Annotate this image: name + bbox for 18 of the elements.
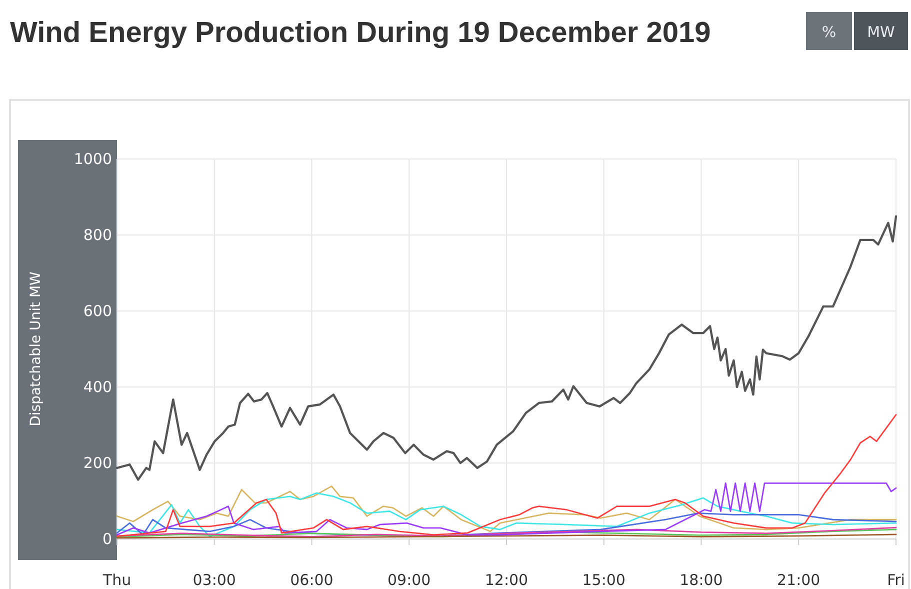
x-tick-label: 06:00 — [290, 571, 334, 589]
line-series — [116, 215, 898, 481]
y-tick-label: 800 — [83, 226, 112, 244]
x-tick-label: Thu — [102, 571, 132, 589]
x-tick-label: 15:00 — [582, 571, 626, 589]
y-tick-label: 600 — [83, 302, 112, 320]
y-tick-label: 1000 — [74, 150, 112, 168]
x-tick-label: Fri — [887, 571, 905, 589]
y-tick-label: 400 — [83, 378, 112, 396]
y-axis-title: Dispatchable Unit MW — [28, 271, 44, 426]
x-tick-label: 03:00 — [192, 571, 236, 589]
chart-title: Wind Energy Production During 19 December 2019 — [10, 17, 711, 49]
x-tick-label: 09:00 — [388, 571, 431, 589]
x-tick-label: 18:00 — [680, 571, 723, 589]
y-tick-label: 0 — [102, 530, 112, 548]
x-tick-label: 21:00 — [777, 571, 820, 589]
x-tick-label: 12:00 — [484, 571, 528, 589]
y-tick-label: 200 — [83, 454, 112, 472]
